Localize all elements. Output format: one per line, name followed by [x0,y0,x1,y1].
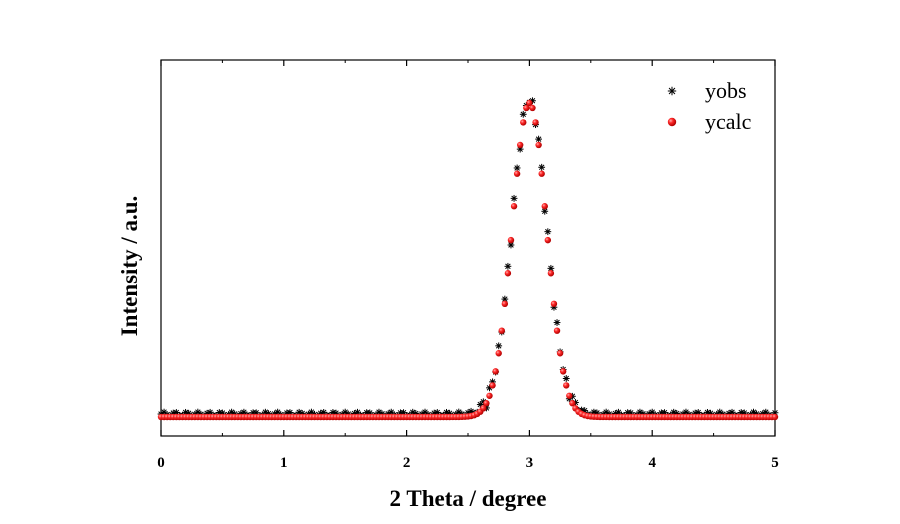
legend: yobs ycalc [667,78,752,134]
legend-marker-yobs [667,86,677,96]
point-ycalc [532,119,539,126]
point-ycalc [523,104,530,112]
point-ycalc [771,413,779,421]
x-tick-label: 4 [648,455,656,471]
x-axis-title: 2 Theta / degree [390,486,547,511]
point-yobs [308,408,315,416]
point-ycalc [495,350,502,357]
point-ycalc [550,300,558,308]
x-tick-label: 5 [771,455,779,471]
x-tick-label: 2 [403,455,411,471]
plot-frame [160,59,776,437]
point-yobs [562,375,570,382]
point-yobs [519,110,527,118]
data-points [157,97,779,421]
y-axis-title: Intensity / a.u. [117,196,142,337]
point-ycalc [486,392,493,399]
point-ycalc [483,400,490,407]
point-ycalc [556,350,564,357]
point-ycalc [492,368,499,375]
point-ycalc [535,141,542,149]
point-ycalc [520,119,527,126]
point-yobs [495,342,503,350]
point-yobs [421,408,429,416]
point-ycalc [513,170,521,177]
point-yobs [504,262,512,270]
point-ycalc [504,270,512,277]
point-ycalc [516,141,524,149]
point-yobs [507,241,515,249]
point-ycalc [480,405,487,412]
point-ycalc [529,104,536,112]
legend-label-yobs: yobs [705,78,747,103]
point-yobs [538,163,546,171]
point-ycalc [547,270,555,277]
point-ycalc [501,300,509,308]
point-yobs [553,319,561,326]
point-ycalc [569,400,576,407]
point-ycalc [526,99,533,107]
legend-label-ycalc: ycalc [705,109,752,134]
point-ycalc [541,203,548,210]
x-axis-ticks: 0 1 2 3 4 5 [157,60,779,471]
point-ycalc [559,368,567,375]
point-yobs [682,408,690,416]
legend-marker-ycalc [667,117,677,127]
point-yobs [535,135,543,143]
x-tick-label: 1 [280,455,288,471]
point-yobs [510,194,518,202]
point-ycalc [538,170,545,177]
point-ycalc [566,392,573,399]
point-ycalc [489,382,496,389]
x-tick-label: 3 [526,455,534,471]
series-ycalc [157,99,779,421]
point-ycalc [563,382,570,389]
point-yobs [513,164,521,172]
series-yobs [157,97,779,420]
point-ycalc [553,327,561,334]
point-ycalc [510,203,518,210]
point-ycalc [498,327,505,334]
point-ycalc [507,236,515,244]
point-ycalc [544,236,552,244]
point-yobs [544,228,552,236]
x-tick-label: 0 [157,455,165,471]
